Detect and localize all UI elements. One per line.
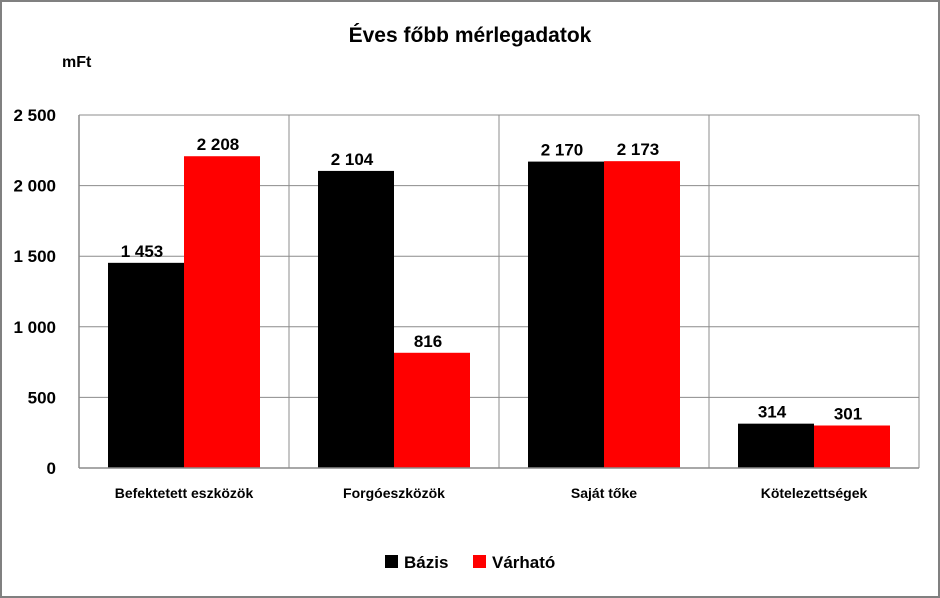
data-label: 1 453 (121, 242, 164, 261)
y-tick-label: 2 000 (13, 177, 56, 196)
data-label: 2 173 (617, 140, 660, 159)
data-label: 816 (414, 332, 442, 351)
data-label: 314 (758, 403, 787, 422)
bar-varhato (814, 425, 890, 468)
data-label: 2 208 (197, 135, 240, 154)
legend: Bázis Várható (385, 553, 555, 572)
x-tick-label: Kötelezettségek (761, 485, 868, 501)
legend-swatch (385, 555, 398, 568)
bar-varhato (604, 161, 680, 468)
y-tick-label: 0 (47, 459, 56, 478)
bar-bazis (738, 423, 814, 468)
legend-label: Várható (492, 553, 555, 572)
y-axis-unit-label: mFt (62, 54, 92, 71)
bar-bazis (528, 161, 604, 468)
x-tick-label: Forgóeszközök (343, 485, 445, 501)
y-tick-label: 1 000 (13, 318, 56, 337)
plot-area: 0 500 1 000 1 500 2 000 2 500 Befektetett eszk… (13, 106, 920, 501)
data-label: 2 104 (331, 150, 374, 169)
x-tick-label: Saját tőke (571, 485, 637, 501)
legend-swatch (473, 555, 486, 568)
y-tick-label: 2 500 (13, 106, 56, 125)
legend-label: Bázis (404, 553, 448, 572)
bar-varhato (394, 352, 470, 468)
y-tick-label: 1 500 (13, 247, 56, 266)
chart-title: Éves főbb mérlegadatok (349, 24, 592, 47)
bar-bazis (318, 170, 394, 468)
data-label: 2 170 (541, 141, 584, 160)
x-tick-label: Befektetett eszközök (115, 485, 254, 501)
bar-bazis (108, 262, 184, 468)
bar-varhato (184, 156, 260, 468)
data-label: 301 (834, 404, 862, 423)
y-tick-label: 500 (28, 388, 56, 407)
